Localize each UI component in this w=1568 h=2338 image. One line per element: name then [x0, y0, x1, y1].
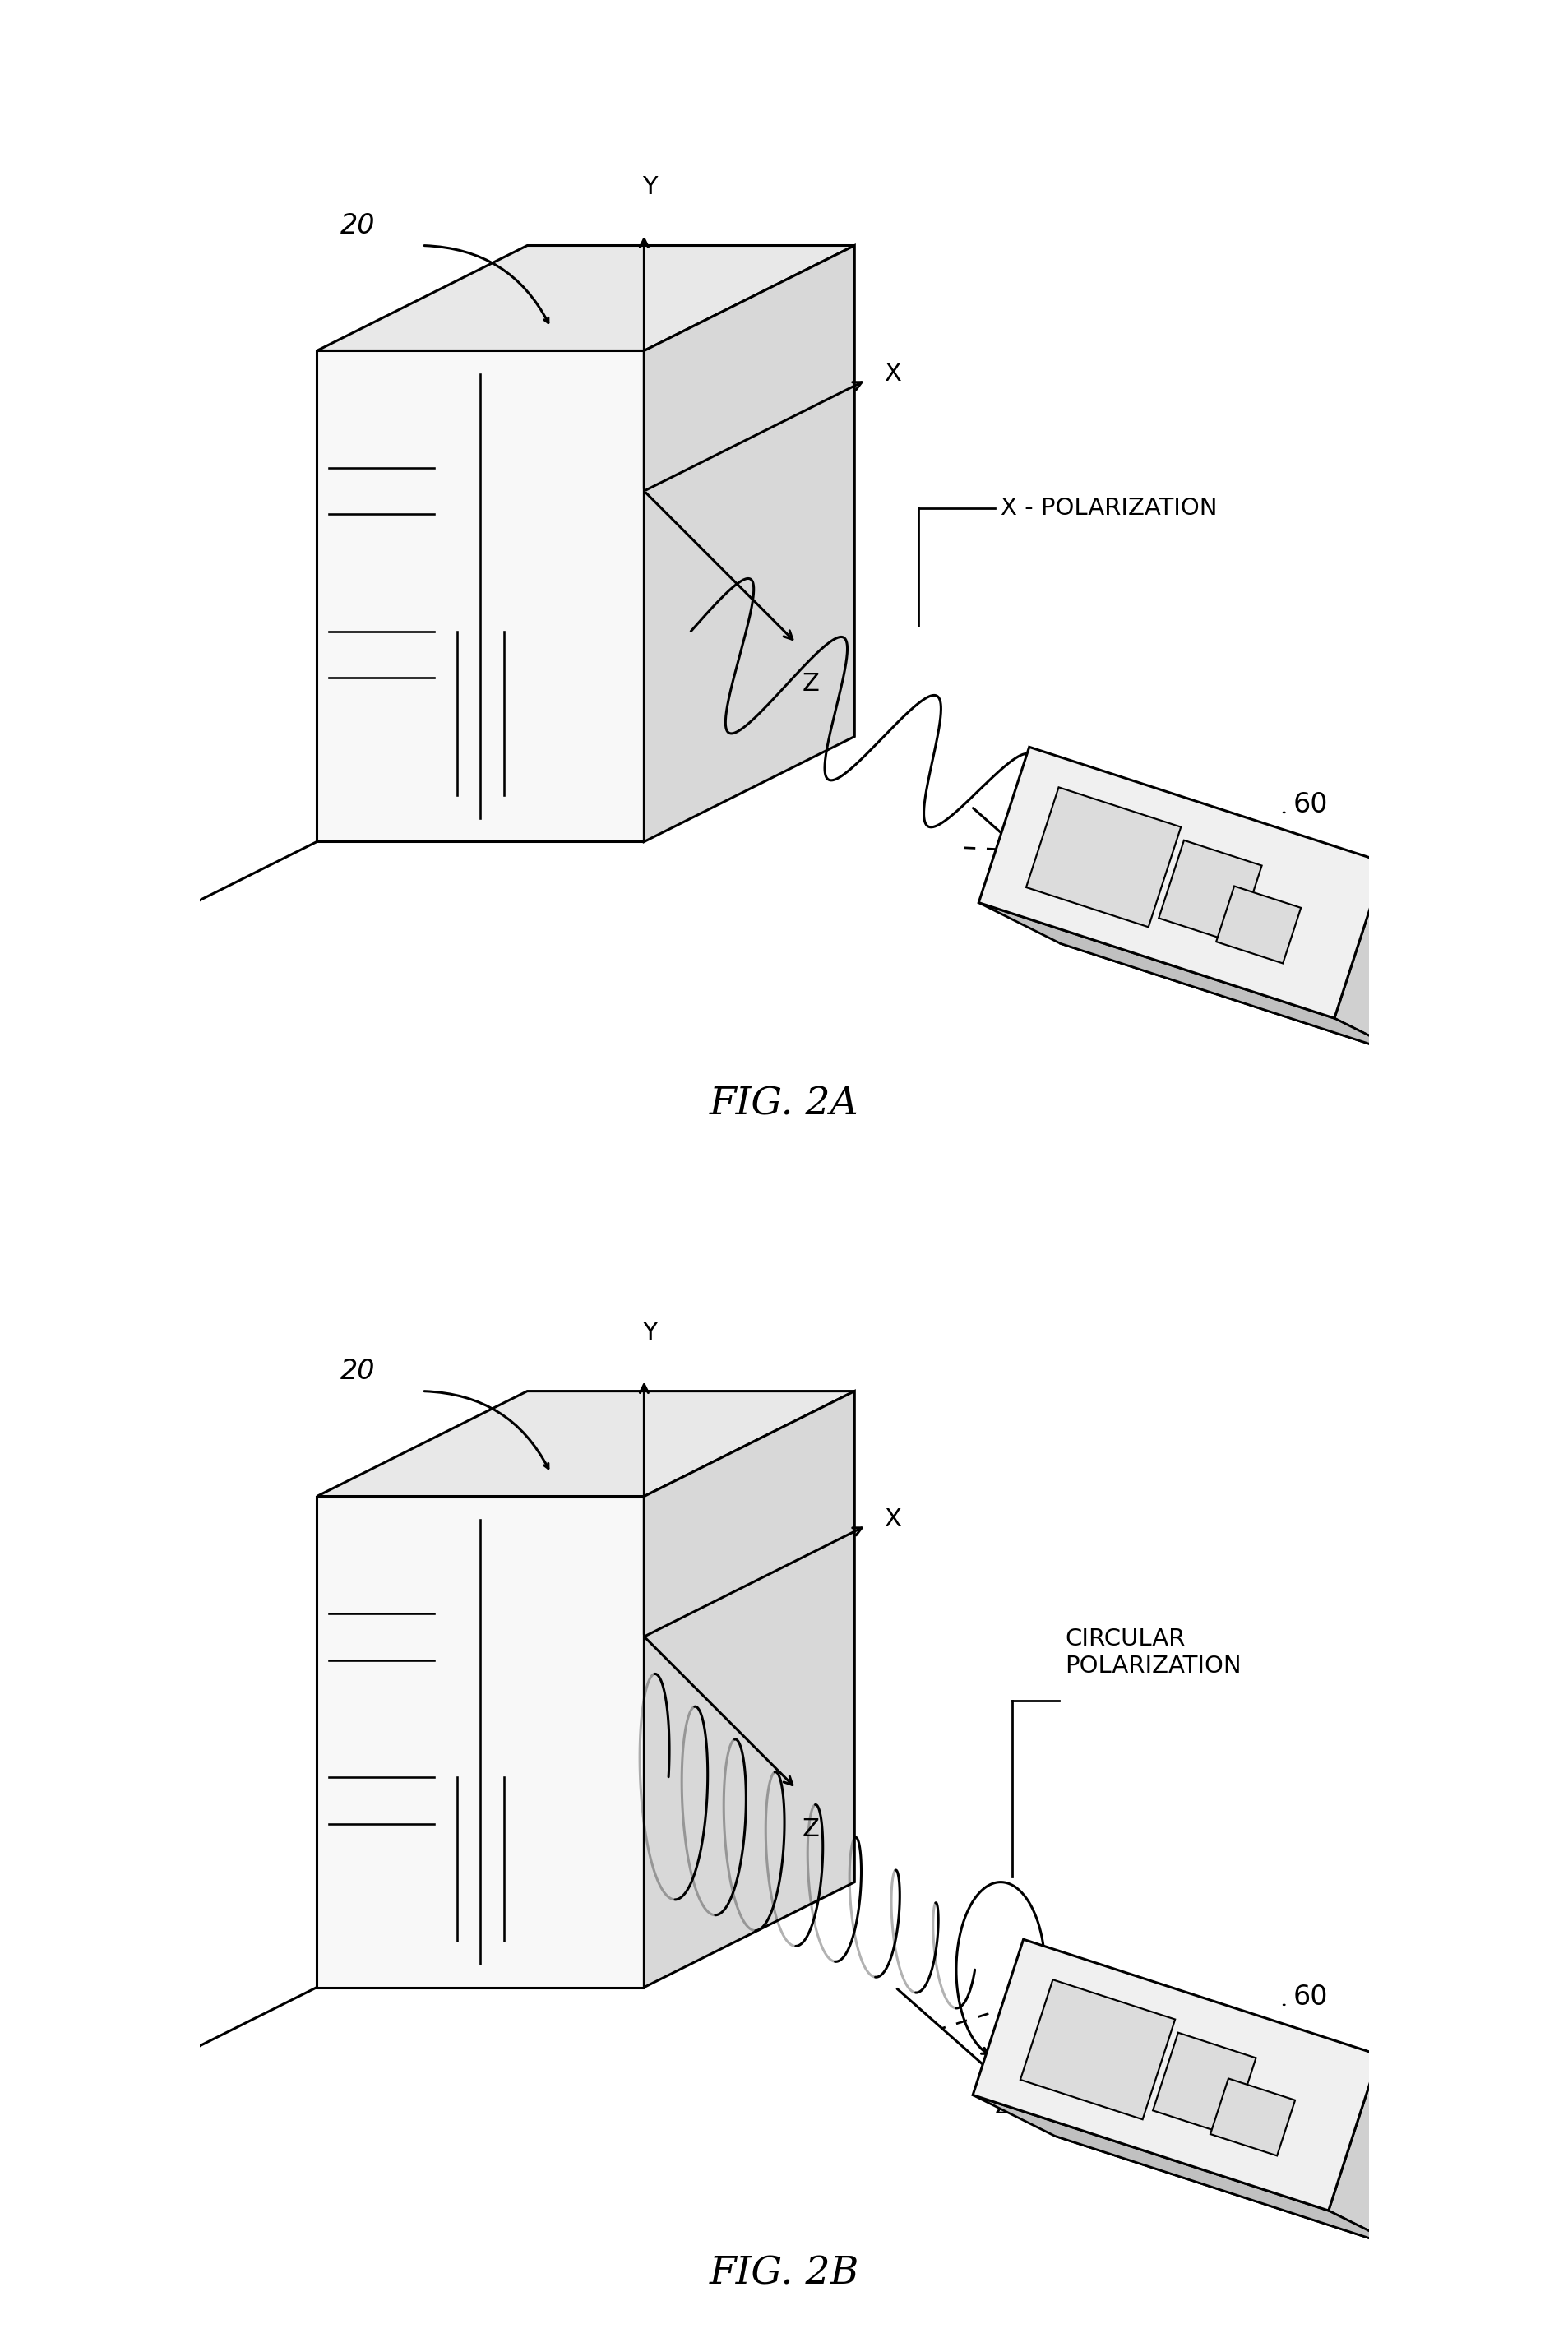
Text: 65: 65	[1228, 2158, 1262, 2186]
Text: Z: Z	[994, 2095, 1011, 2118]
Text: CIRCULAR
POLARIZATION: CIRCULAR POLARIZATION	[1065, 1627, 1240, 1679]
Text: X: X	[883, 362, 900, 386]
Text: Z: Z	[801, 673, 818, 697]
Text: 20: 20	[340, 213, 375, 238]
Polygon shape	[317, 245, 855, 351]
Text: Y: Y	[641, 175, 657, 199]
Polygon shape	[1060, 788, 1466, 1059]
Polygon shape	[1215, 886, 1300, 963]
Text: Y: Y	[641, 1321, 657, 1344]
Polygon shape	[644, 1391, 855, 1987]
Polygon shape	[978, 902, 1416, 1059]
Text: Z: Z	[801, 1819, 818, 1842]
Text: 65: 65	[1228, 966, 1262, 994]
Text: FIG. 2B: FIG. 2B	[709, 2256, 859, 2291]
Text: X: X	[883, 1508, 900, 1531]
Text: Z: Z	[1073, 912, 1090, 935]
Polygon shape	[1334, 863, 1466, 1059]
Polygon shape	[644, 245, 855, 842]
Text: FIG. 2A: FIG. 2A	[709, 1087, 859, 1122]
Polygon shape	[1152, 2032, 1256, 2137]
Polygon shape	[317, 351, 644, 842]
Text: 20: 20	[340, 1358, 375, 1384]
Polygon shape	[972, 2095, 1410, 2251]
Polygon shape	[317, 1391, 855, 1496]
Text: 60: 60	[1292, 1983, 1327, 2011]
Polygon shape	[1328, 2055, 1460, 2251]
Polygon shape	[1054, 1980, 1460, 2251]
Polygon shape	[972, 1938, 1378, 2212]
Text: X - POLARIZATION: X - POLARIZATION	[1000, 498, 1217, 519]
Text: 60: 60	[1292, 790, 1327, 818]
Polygon shape	[317, 1496, 644, 1987]
Polygon shape	[1159, 839, 1261, 945]
Polygon shape	[1025, 788, 1181, 928]
Polygon shape	[1019, 1980, 1174, 2121]
Polygon shape	[1209, 2078, 1295, 2156]
Polygon shape	[978, 746, 1385, 1019]
